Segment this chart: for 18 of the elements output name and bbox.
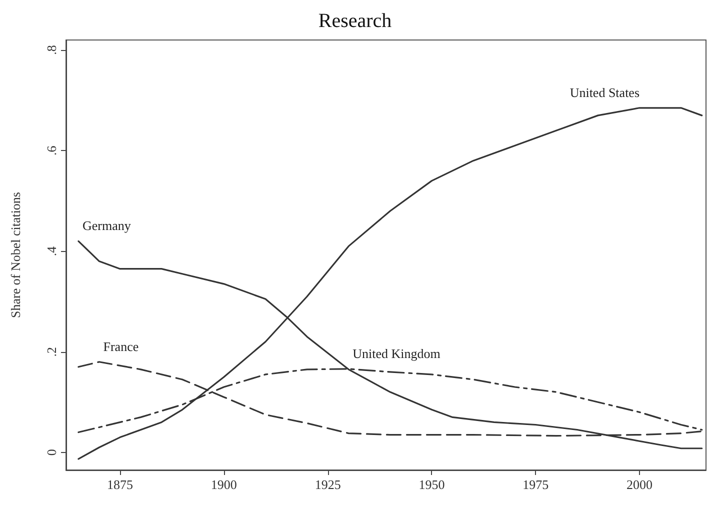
x-tick-label: 1875 [107,477,134,492]
series-label: Germany [82,218,132,234]
series-label: France [103,338,139,354]
y-tick-label: .6 [44,145,59,156]
x-tick-label: 2000 [626,477,653,492]
y-tick-label: 0 [44,449,59,456]
x-tick-label: 1925 [314,477,341,492]
line-series [78,107,703,460]
x-tick-label: 1975 [522,477,549,492]
y-tick-label: .4 [44,246,59,256]
x-tick-label: 1950 [418,477,445,492]
y-tick-label: .8 [44,45,59,55]
x-tick-label: 1900 [210,477,237,492]
series-label: United Kingdom [352,346,440,361]
y-tick-label: .2 [44,346,59,357]
chart-title: Research [318,10,392,32]
y-axis-title: Share of Nobel citations [8,192,23,318]
series-label: United States [570,84,640,100]
